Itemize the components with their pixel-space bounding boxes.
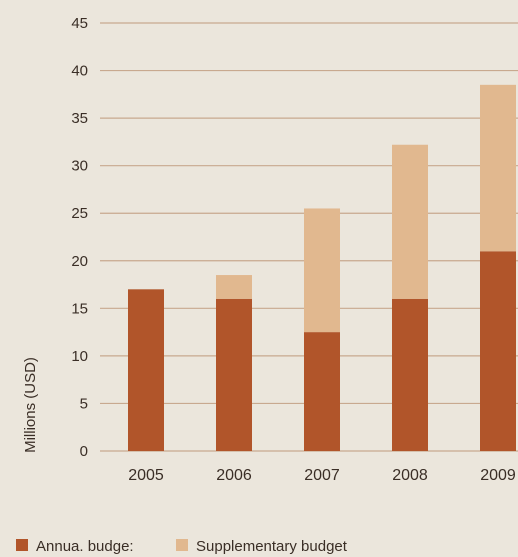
y-tick-label: 35: [71, 110, 88, 127]
y-tick-label: 40: [71, 63, 88, 80]
bar-supplementary-2006: [216, 275, 252, 299]
x-tick-label: 2006: [216, 467, 252, 484]
bar-annual-2009: [480, 251, 516, 451]
y-tick-label: 5: [80, 395, 88, 412]
y-tick-label: 10: [71, 348, 88, 365]
bar-annual-2006: [216, 298, 252, 451]
y-tick-label: 20: [71, 253, 88, 270]
legend-swatch-supplementary-budget: [176, 539, 188, 551]
x-tick-label: 2009: [480, 467, 516, 484]
x-tick-label: 2008: [392, 467, 428, 484]
bar-supplementary-2009: [480, 84, 516, 252]
legend-swatch-annual-budget: [16, 539, 28, 551]
bars: [128, 84, 516, 451]
legend-label-annual-budget: Annua. budge:: [36, 538, 134, 555]
y-tick-label: 0: [80, 443, 88, 460]
bar-supplementary-2008: [392, 144, 428, 299]
y-axis-ticks: 0 5 10 15 20 25 30 35 40 45: [71, 15, 88, 460]
bar-supplementary-2007: [304, 208, 340, 333]
y-tick-label: 15: [71, 300, 88, 317]
y-tick-label: 45: [71, 15, 88, 32]
y-axis-label: Millions (USD): [22, 357, 39, 453]
legend: Annua. budge: Supplementary budget: [16, 538, 348, 555]
y-tick-label: 30: [71, 158, 88, 175]
bar-annual-2007: [304, 332, 340, 451]
bar-annual-2005: [128, 289, 164, 451]
legend-label-supplementary-budget: Supplementary budget: [196, 538, 348, 555]
y-tick-label: 25: [71, 205, 88, 222]
x-axis-ticks: 2005 2006 2007 2008 2009: [128, 467, 516, 484]
bar-annual-2008: [392, 298, 428, 451]
x-tick-label: 2005: [128, 467, 164, 484]
x-tick-label: 2007: [304, 467, 340, 484]
